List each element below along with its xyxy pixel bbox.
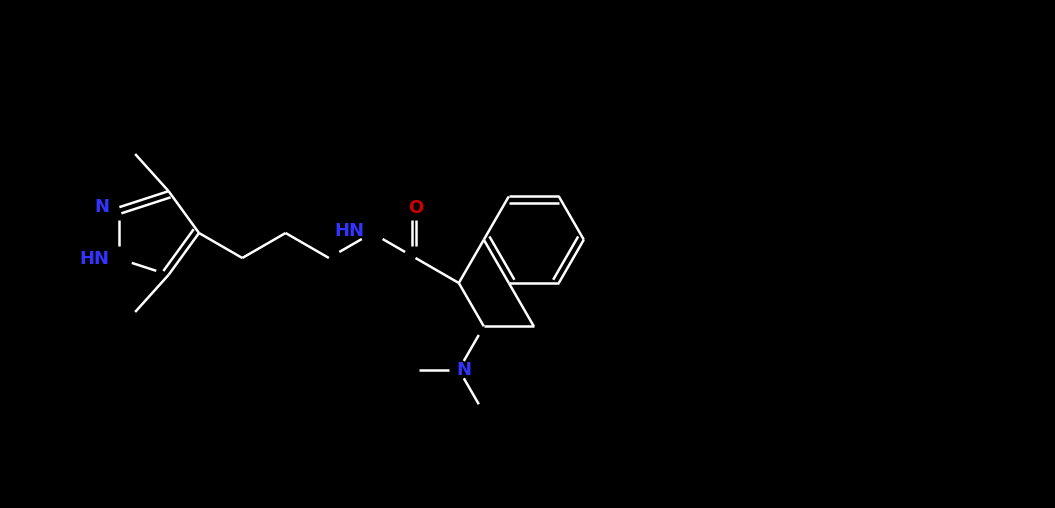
Text: N: N <box>457 361 472 378</box>
Text: HN: HN <box>334 222 364 240</box>
Text: HN: HN <box>79 250 110 268</box>
Text: O: O <box>408 199 423 217</box>
Text: N: N <box>94 198 110 216</box>
